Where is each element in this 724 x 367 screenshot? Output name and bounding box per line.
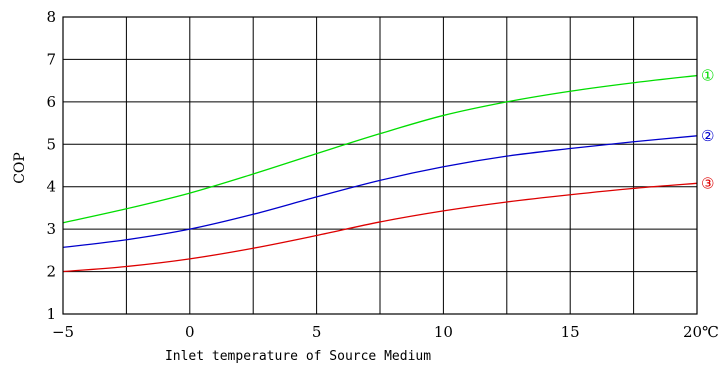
y-tick-label: 3 [46,220,56,238]
y-tick-labels: 1 2 3 4 5 6 7 8 [46,8,56,323]
x-tick-label: 5 [312,323,322,341]
y-tick-label: 2 [46,263,56,281]
series-line-1 [62,74,698,224]
y-tick-label: 4 [46,178,56,196]
x-tick-label: −5 [52,323,74,341]
x-tick-label: 15 [561,323,580,341]
x-axis-label: Inlet temperature of Source Medium [165,349,431,364]
series-marker-3: ③ [701,174,714,192]
series-line-2 [62,135,698,249]
grid-lines [63,17,697,314]
series-lines [62,74,698,273]
x-tick-label: 0 [185,323,195,341]
y-tick-label: 1 [46,305,56,323]
x-tick-label: 10 [434,323,453,341]
series-marker-2: ② [701,127,714,145]
y-tick-label: 6 [46,93,56,111]
x-tick-labels: −5 0 5 10 15 20℃ [52,323,719,341]
y-tick-label: 8 [46,8,56,26]
series-marker-1: ① [701,67,714,85]
y-axis-label: COP [12,152,28,184]
x-tick-label: 20℃ [683,323,719,341]
series-markers: ① ② ③ [701,67,714,193]
y-tick-label: 5 [46,135,56,153]
plot-frame [62,16,698,315]
y-tick-label: 7 [46,50,56,68]
series-line-3 [62,182,698,273]
